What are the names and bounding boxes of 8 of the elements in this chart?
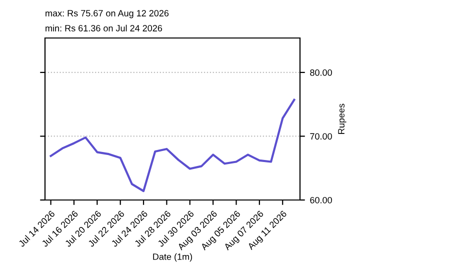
y-tick-label: 80.00	[310, 69, 332, 76]
chart-title: max: Rs 75.67 on Aug 12 2026	[46, 10, 169, 18]
chart-subtitle: min: Rs 61.36 on Jul 24 2026	[46, 24, 162, 32]
y-tick-label: 70.00	[310, 133, 332, 140]
x-axis-title: Date (1m)	[153, 253, 192, 262]
y-tick-label: 60.00	[310, 196, 332, 204]
y-axis-title: Rupees	[338, 104, 346, 134]
line-series	[50, 98, 296, 192]
